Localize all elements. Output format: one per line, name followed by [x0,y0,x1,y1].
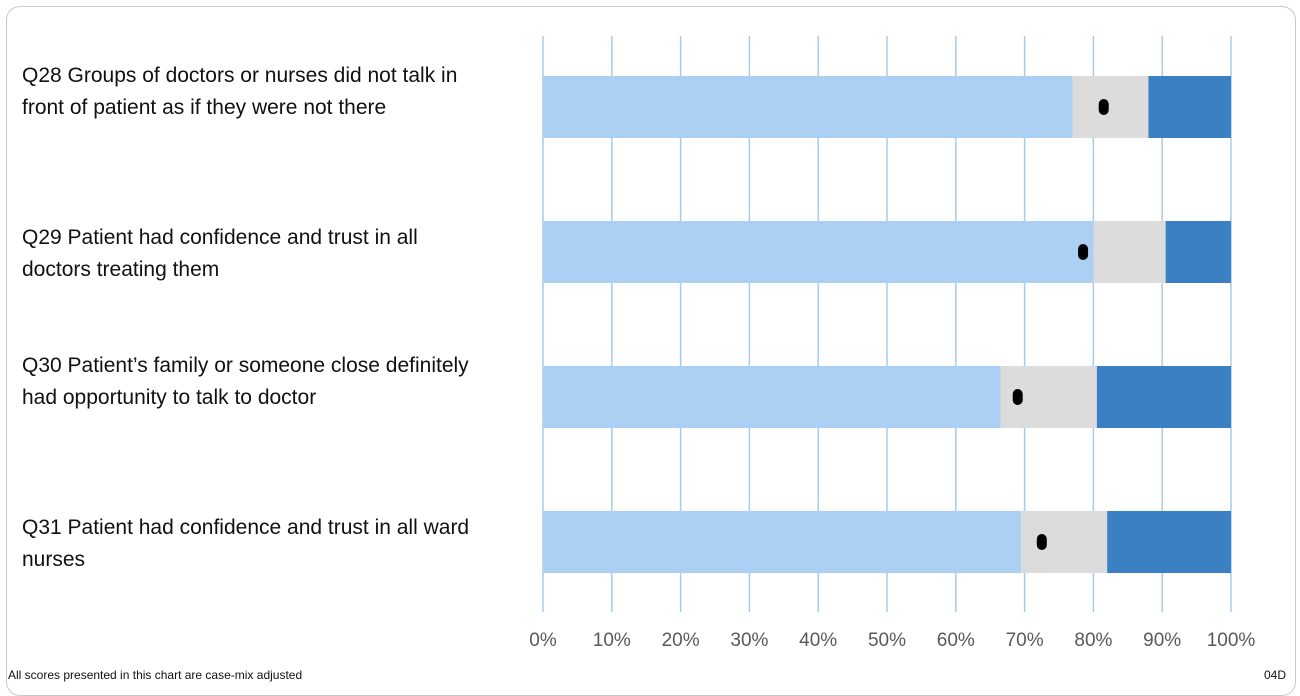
score-marker-q28 [1098,99,1109,115]
bar-q31-low [543,511,1022,573]
x-tick-label-6: 60% [937,630,975,651]
bar-q30-high [1096,366,1231,428]
score-marker-q31 [1036,534,1047,550]
chart-code: 04D [1263,668,1286,682]
category-label-q29: Q29 Patient had confidence and trust in … [22,226,418,281]
bar-q29-high [1165,221,1231,283]
score-marker-q30 [1012,389,1023,405]
x-tick-label-10: 100% [1207,630,1256,651]
bar-q29-low [543,221,1094,283]
x-tick-label-0: 0% [529,630,557,651]
x-tick-label-2: 20% [662,630,700,651]
x-tick-label-1: 10% [593,630,631,651]
bar-q30-low [543,366,1001,428]
x-tick-label-9: 90% [1143,630,1181,651]
x-tick-label-4: 40% [799,630,837,651]
bar-q28-low [543,76,1073,138]
x-tick-label-8: 80% [1074,630,1112,651]
category-label-q30: Q30 Patient’s family or someone close de… [22,354,469,409]
category-label-q28: Q28 Groups of doctors or nurses did not … [22,64,458,119]
bar-q29-middle [1093,221,1166,283]
bar-q31-high [1107,511,1231,573]
x-tick-label-3: 30% [730,630,768,651]
footnote: All scores presented in this chart are c… [8,668,303,682]
bar-q31-middle [1021,511,1108,573]
category-label-q31: Q31 Patient had confidence and trust in … [22,516,470,571]
x-tick-label-7: 70% [1006,630,1044,651]
x-tick-label-5: 50% [868,630,906,651]
score-marker-q29 [1078,244,1089,260]
bar-q28-middle [1072,76,1149,138]
bar-q28-high [1148,76,1231,138]
